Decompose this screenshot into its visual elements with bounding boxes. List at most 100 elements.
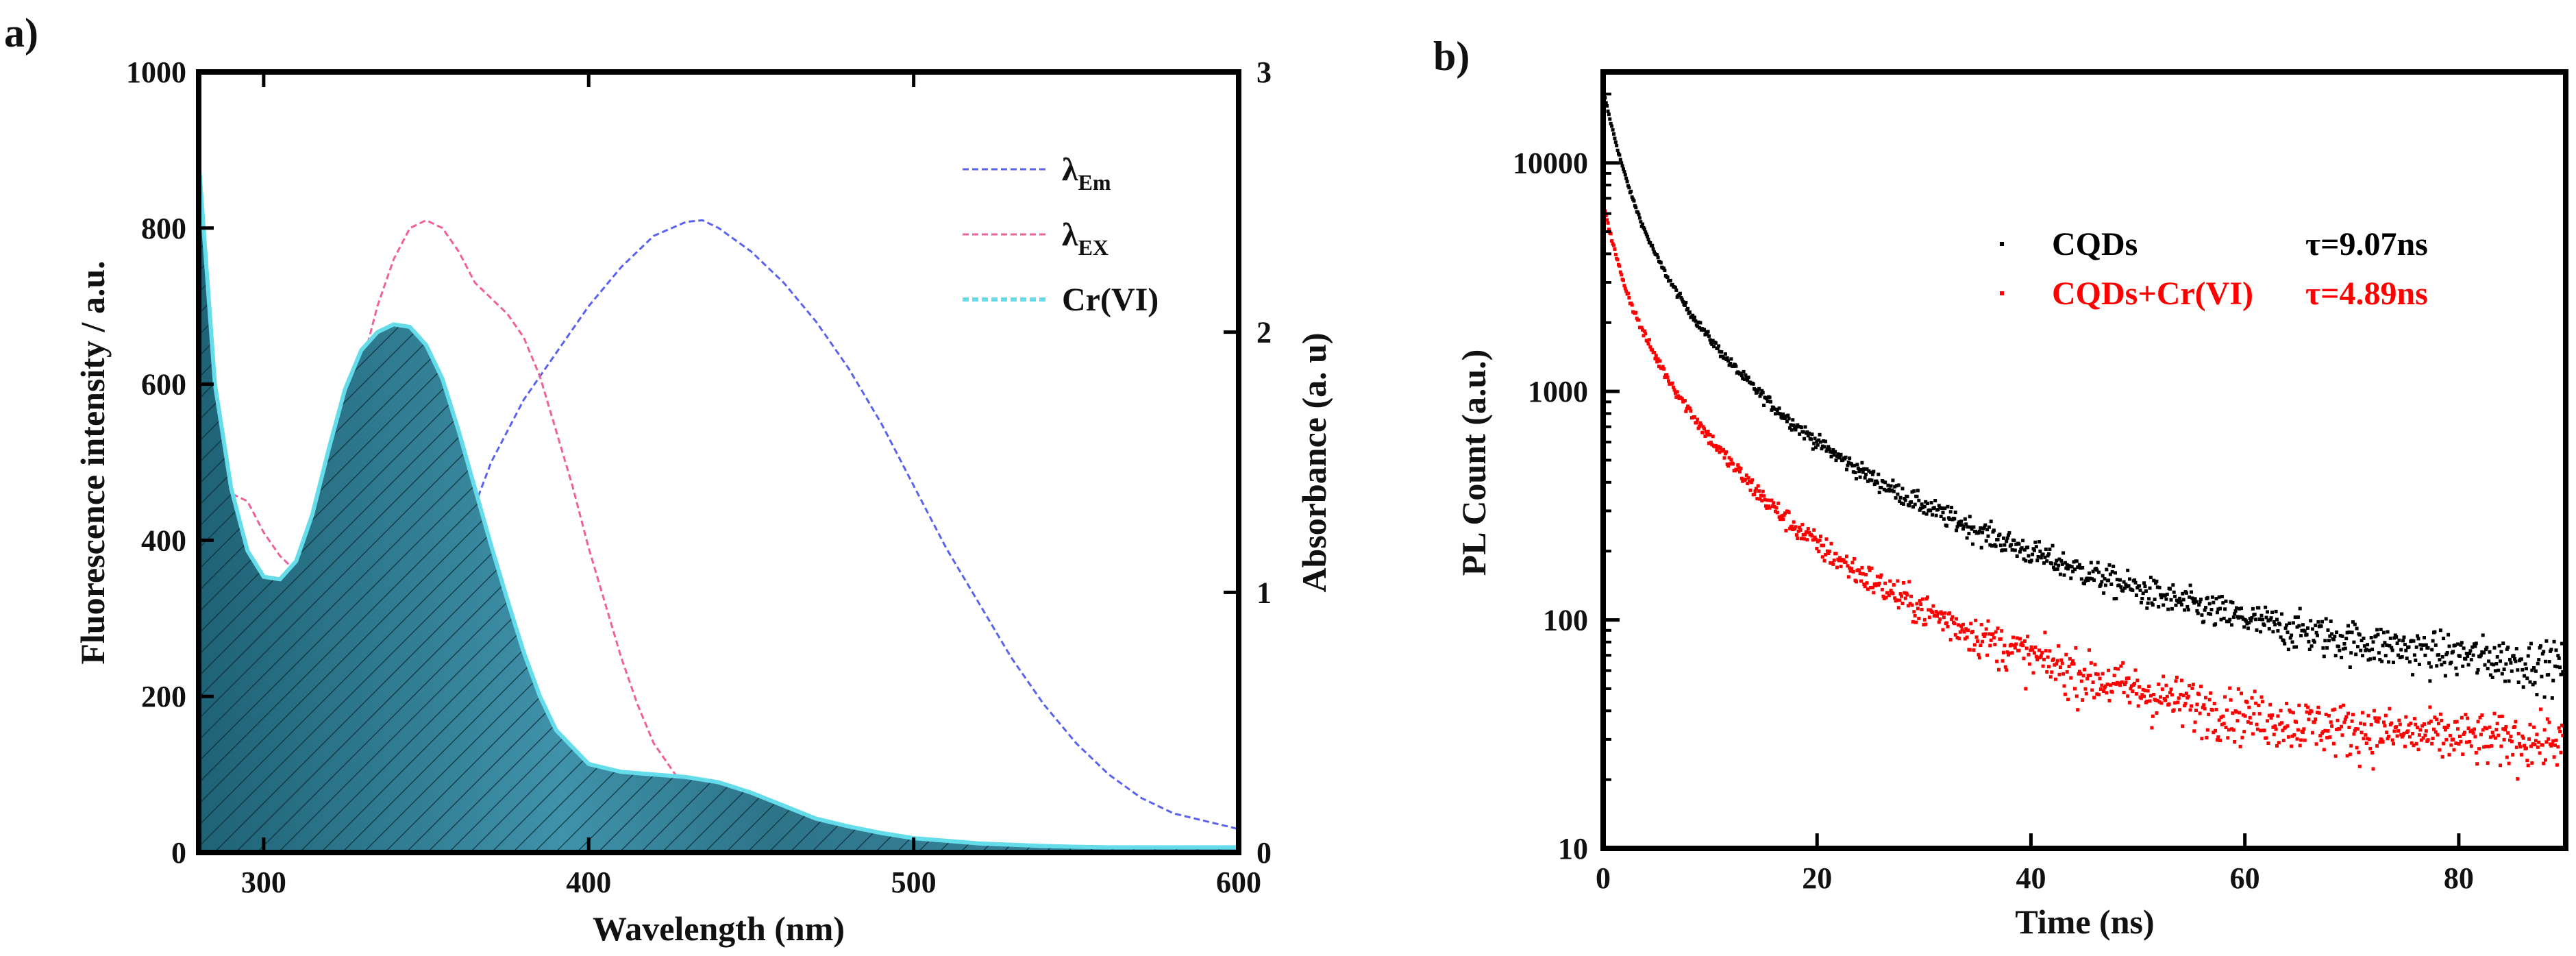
data-point [2527, 737, 2531, 741]
data-point [1620, 164, 1624, 168]
data-point [2350, 719, 2354, 723]
data-point [2386, 630, 2390, 634]
data-point [1832, 453, 1836, 457]
data-point [2505, 647, 2509, 651]
data-point [2057, 557, 2061, 561]
data-point [2061, 551, 2066, 555]
data-point [2555, 763, 2559, 767]
data-point [2457, 742, 2461, 746]
data-point [2327, 714, 2331, 718]
data-point [2338, 648, 2342, 652]
data-point [2383, 654, 2388, 658]
data-point [2046, 554, 2050, 558]
data-point [2431, 639, 2435, 643]
data-point [1990, 544, 1994, 548]
data-point [1863, 585, 1867, 589]
data-point [1806, 527, 1810, 530]
data-point [2542, 695, 2547, 699]
data-point [2164, 593, 2167, 597]
data-point [2259, 695, 2264, 699]
y-right-tick-label: 0 [1256, 836, 1272, 870]
data-point [1953, 633, 1957, 637]
data-point [2500, 672, 2504, 676]
data-point [2044, 548, 2048, 551]
data-point [2330, 632, 2334, 636]
data-point [2468, 652, 2471, 655]
data-point [2139, 696, 2143, 700]
data-point [1675, 390, 1679, 394]
data-point [2354, 727, 2358, 731]
data-point [2200, 737, 2204, 741]
data-point [2153, 598, 2157, 601]
data-point [1680, 397, 1684, 401]
data-point [2330, 724, 2334, 728]
data-point [1637, 318, 1641, 322]
data-point [2259, 728, 2263, 733]
data-point [2297, 624, 2301, 628]
data-point [2098, 676, 2102, 681]
data-point [1637, 212, 1641, 217]
data-point [1751, 382, 1755, 386]
data-point [1883, 480, 1887, 485]
data-point [1994, 630, 1998, 634]
data-point [2513, 725, 2516, 729]
data-point [2235, 710, 2238, 714]
data-point [2416, 634, 2420, 638]
data-point [1739, 371, 1743, 376]
data-point [2526, 763, 2530, 768]
data-point [2440, 718, 2444, 722]
data-point [1641, 222, 1645, 226]
data-point [1705, 433, 1709, 437]
data-point [2325, 736, 2329, 739]
data-point [1959, 624, 1964, 628]
data-point [1736, 463, 1740, 467]
data-point [1826, 552, 1831, 555]
data-point [2236, 687, 2240, 691]
data-point [1618, 270, 1622, 274]
data-point [1708, 433, 1712, 437]
data-point [1642, 334, 1646, 338]
data-point [2531, 742, 2535, 746]
data-point [2138, 588, 2142, 592]
data-point [2222, 722, 2226, 726]
data-point [2394, 635, 2399, 639]
data-point [1932, 506, 1936, 510]
data-point [2454, 666, 2458, 670]
data-point [1810, 534, 1814, 538]
data-point [2528, 680, 2532, 684]
data-point [2212, 600, 2216, 604]
data-point [1782, 415, 1786, 419]
data-point [2314, 742, 2318, 746]
data-point [2169, 598, 2173, 602]
panel-b-label: b) [1433, 34, 1470, 79]
data-point [2136, 704, 2140, 708]
data-point [2283, 725, 2288, 729]
data-point [2305, 633, 2309, 637]
data-point [1636, 210, 1640, 215]
data-point [1629, 189, 1633, 193]
data-point [2079, 577, 2083, 581]
data-point [2073, 567, 2077, 572]
data-point [2309, 619, 2313, 623]
data-point [2423, 636, 2426, 639]
data-point [2021, 644, 2025, 648]
y-left-tick-label: 600 [141, 368, 186, 402]
data-point [2096, 561, 2100, 565]
data-point [2468, 739, 2471, 744]
data-point [2103, 577, 2107, 581]
data-point [1703, 434, 1707, 438]
data-point [2475, 671, 2479, 675]
data-point [2285, 702, 2289, 705]
data-point [2482, 651, 2486, 654]
x-tick-label: 300 [241, 866, 286, 899]
data-point [2556, 654, 2560, 658]
data-point [2223, 695, 2227, 699]
data-point [1702, 427, 1706, 431]
data-point [2397, 718, 2401, 722]
data-point [2479, 653, 2483, 657]
data-point [1626, 291, 1630, 295]
data-point [1924, 512, 1929, 516]
data-point [2427, 661, 2431, 665]
data-point [2336, 644, 2340, 648]
data-point [1755, 391, 1759, 394]
